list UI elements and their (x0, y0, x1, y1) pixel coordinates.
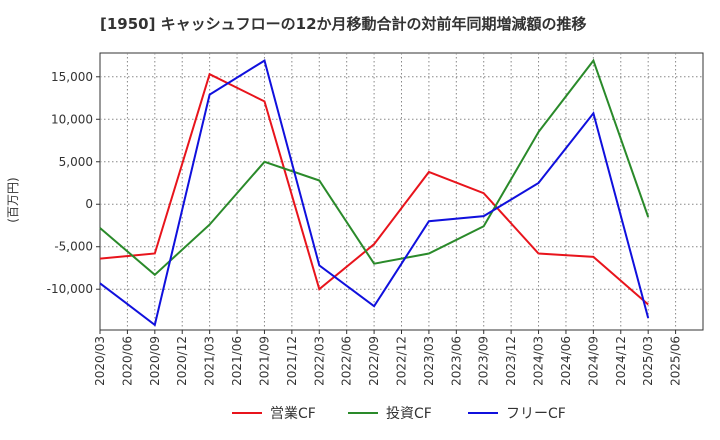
x-tick-label: 2020/03 (93, 336, 107, 386)
legend-label-1: 営業CF (270, 406, 316, 422)
y-tick-label: 15,000 (51, 70, 93, 84)
x-tick-label: 2025/03 (641, 336, 655, 386)
y-tick-label: 5,000 (59, 155, 93, 169)
series-line-2 (99, 58, 650, 277)
x-tick-label: 2024/06 (559, 336, 573, 386)
legend-label-3: フリーCF (506, 406, 566, 422)
series-lines (99, 58, 650, 327)
x-tick-label: 2024/09 (586, 336, 600, 386)
x-axis-ticks: 2020/03 2020/06 2020/09 2020/12 2021/03 2021/… (93, 330, 683, 386)
x-tick-label: 2022/03 (312, 336, 326, 386)
chart-title: [1950] キャッシュフローの12か月移動合計の対前年同期増減額の推移 (100, 15, 587, 33)
series-line-3 (99, 59, 650, 327)
series-line-1 (99, 72, 649, 306)
x-tick-label: 2025/06 (669, 336, 683, 386)
y-tick-label: -10,000 (47, 282, 93, 296)
grid-lines (100, 53, 703, 330)
y-tick-label: -5,000 (54, 240, 93, 254)
y-tick-label: 0 (85, 197, 93, 211)
x-tick-label: 2022/09 (367, 336, 381, 386)
legend: 営業CF 投資CF フリーCF (232, 406, 566, 422)
plot-area (99, 52, 704, 331)
y-tick-label: 10,000 (51, 112, 93, 126)
x-tick-label: 2021/12 (285, 336, 299, 386)
y-axis-label: (百万円) (6, 177, 20, 222)
x-tick-label: 2023/06 (449, 336, 463, 386)
x-tick-label: 2022/06 (340, 336, 354, 386)
x-tick-label: 2022/12 (395, 336, 409, 386)
x-tick-label: 2024/03 (532, 336, 546, 386)
x-tick-label: 2020/06 (120, 336, 134, 386)
x-tick-label: 2020/12 (175, 336, 189, 386)
x-tick-label: 2020/09 (148, 336, 162, 386)
y-axis-ticks: 15,000 10,000 5,000 0 -5,000 -10,000 (47, 70, 100, 296)
x-tick-label: 2023/09 (477, 336, 491, 386)
x-tick-label: 2021/06 (230, 336, 244, 386)
x-tick-label: 2023/12 (504, 336, 518, 386)
x-tick-label: 2021/03 (203, 336, 217, 386)
x-tick-label: 2021/09 (257, 336, 271, 386)
x-tick-label: 2023/03 (422, 336, 436, 386)
legend-label-2: 投資CF (386, 406, 432, 422)
x-tick-label: 2024/12 (614, 336, 628, 386)
